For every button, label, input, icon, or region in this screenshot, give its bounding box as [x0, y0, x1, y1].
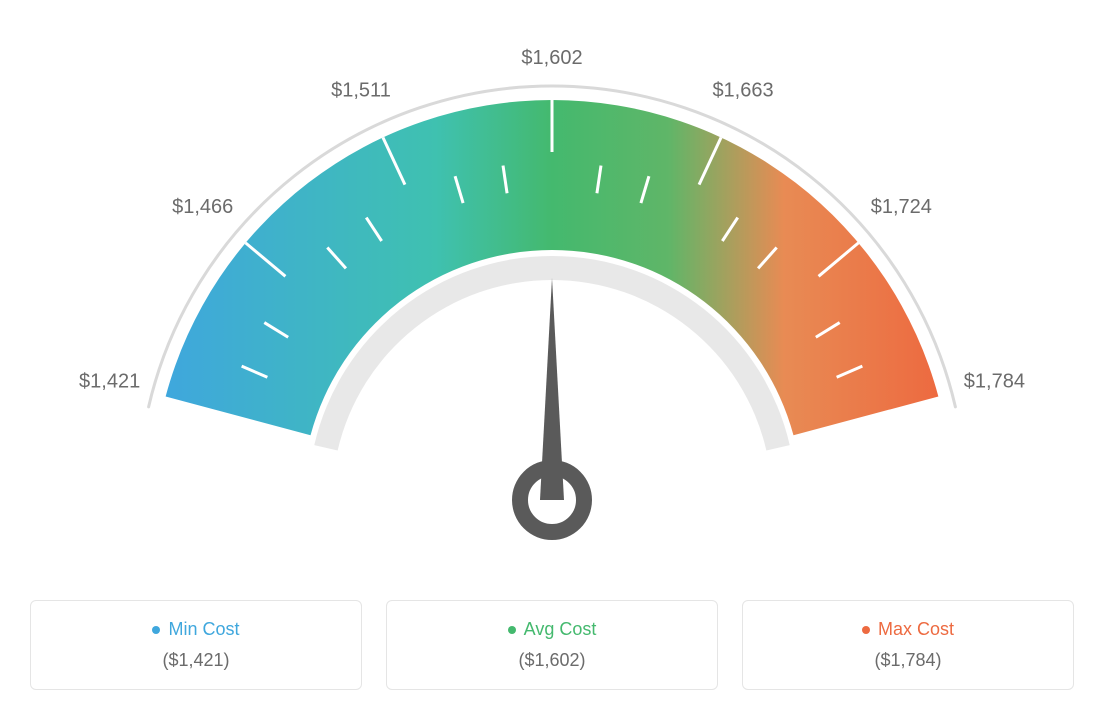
- legend-label-max: Max Cost: [878, 619, 954, 640]
- legend-value-max: ($1,784): [755, 650, 1061, 671]
- legend-row: Min Cost ($1,421) Avg Cost ($1,602) Max …: [20, 600, 1084, 690]
- gauge-tick-label: $1,724: [871, 196, 932, 218]
- gauge-tick-label: $1,511: [331, 79, 391, 101]
- legend-card-max: Max Cost ($1,784): [742, 600, 1074, 690]
- legend-title-min: Min Cost: [152, 619, 239, 640]
- gauge-tick-label: $1,784: [964, 370, 1025, 392]
- legend-card-avg: Avg Cost ($1,602): [386, 600, 718, 690]
- legend-dot-min: [152, 626, 160, 634]
- cost-gauge-chart: $1,421 $1,466 $1,511 $1,602 $1,663 $1,724 $1,7…: [20, 20, 1084, 690]
- legend-label-avg: Avg Cost: [524, 619, 597, 640]
- legend-dot-avg: [508, 626, 516, 634]
- legend-title-max: Max Cost: [862, 619, 954, 640]
- legend-value-avg: ($1,602): [399, 650, 705, 671]
- gauge-tick-label: $1,663: [712, 79, 773, 101]
- gauge-svg: $1,421 $1,466 $1,511 $1,602 $1,663 $1,724 $1,7…: [20, 20, 1084, 560]
- legend-title-avg: Avg Cost: [508, 619, 597, 640]
- gauge-tick-label: $1,602: [521, 47, 582, 69]
- legend-value-min: ($1,421): [43, 650, 349, 671]
- gauge-tick-label: $1,466: [172, 196, 233, 218]
- legend-dot-max: [862, 626, 870, 634]
- legend-label-min: Min Cost: [168, 619, 239, 640]
- gauge-svg-container: $1,421 $1,466 $1,511 $1,602 $1,663 $1,724 $1,7…: [20, 20, 1084, 560]
- gauge-tick-label: $1,421: [79, 370, 140, 392]
- legend-card-min: Min Cost ($1,421): [30, 600, 362, 690]
